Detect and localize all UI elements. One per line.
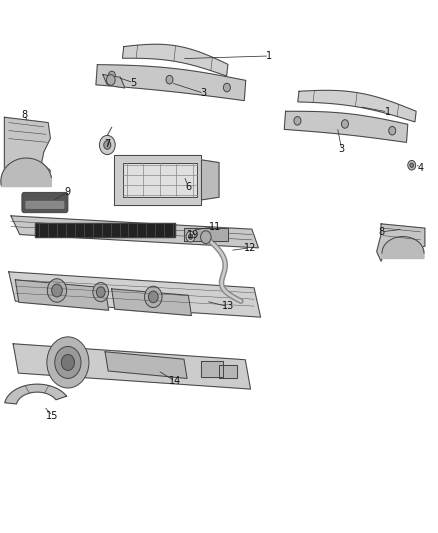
Polygon shape [15,280,109,310]
Circle shape [106,75,115,85]
Polygon shape [123,163,197,197]
Circle shape [104,141,111,149]
Circle shape [223,83,230,92]
Text: 19: 19 [187,230,199,239]
Polygon shape [5,384,67,404]
Circle shape [47,279,67,302]
Circle shape [99,135,115,155]
Text: 5: 5 [131,78,137,87]
Circle shape [145,286,162,308]
Text: 13: 13 [222,302,234,311]
Polygon shape [201,160,219,200]
Circle shape [188,234,193,239]
Polygon shape [184,228,228,241]
Circle shape [108,71,115,80]
Circle shape [93,282,109,302]
Polygon shape [9,272,261,317]
Polygon shape [13,344,251,389]
Text: 12: 12 [244,243,256,253]
Text: 14: 14 [169,376,181,386]
Text: 15: 15 [46,411,59,421]
Text: 1: 1 [266,51,272,61]
Text: 6: 6 [185,182,191,191]
Circle shape [52,284,62,297]
Circle shape [342,120,349,128]
Circle shape [186,231,195,242]
Text: 3: 3 [339,144,345,154]
Circle shape [294,117,301,125]
Polygon shape [201,361,223,377]
Circle shape [410,163,413,167]
Polygon shape [382,237,424,259]
FancyBboxPatch shape [22,192,68,213]
Circle shape [389,126,396,135]
Text: 4: 4 [417,163,424,173]
Polygon shape [123,44,228,76]
Polygon shape [112,289,191,316]
Text: 11: 11 [208,222,221,231]
Text: 3: 3 [201,88,207,98]
Polygon shape [96,64,246,101]
Circle shape [201,231,211,244]
Text: 1: 1 [385,107,391,117]
Text: 8: 8 [21,110,27,119]
Text: 9: 9 [65,187,71,197]
Circle shape [61,354,74,370]
Circle shape [47,337,89,388]
Circle shape [55,346,81,378]
Polygon shape [11,216,258,248]
Circle shape [96,287,105,297]
Polygon shape [105,352,187,378]
Circle shape [148,291,158,303]
Polygon shape [114,155,201,205]
Polygon shape [284,111,408,142]
Polygon shape [4,117,50,187]
Polygon shape [35,223,175,237]
Polygon shape [219,365,237,378]
FancyBboxPatch shape [25,201,64,209]
Circle shape [166,76,173,84]
Polygon shape [377,224,425,261]
Polygon shape [1,158,51,187]
Text: 7: 7 [104,139,110,149]
Text: 8: 8 [378,227,384,237]
Polygon shape [298,90,416,122]
Circle shape [408,160,416,170]
Polygon shape [103,75,125,88]
